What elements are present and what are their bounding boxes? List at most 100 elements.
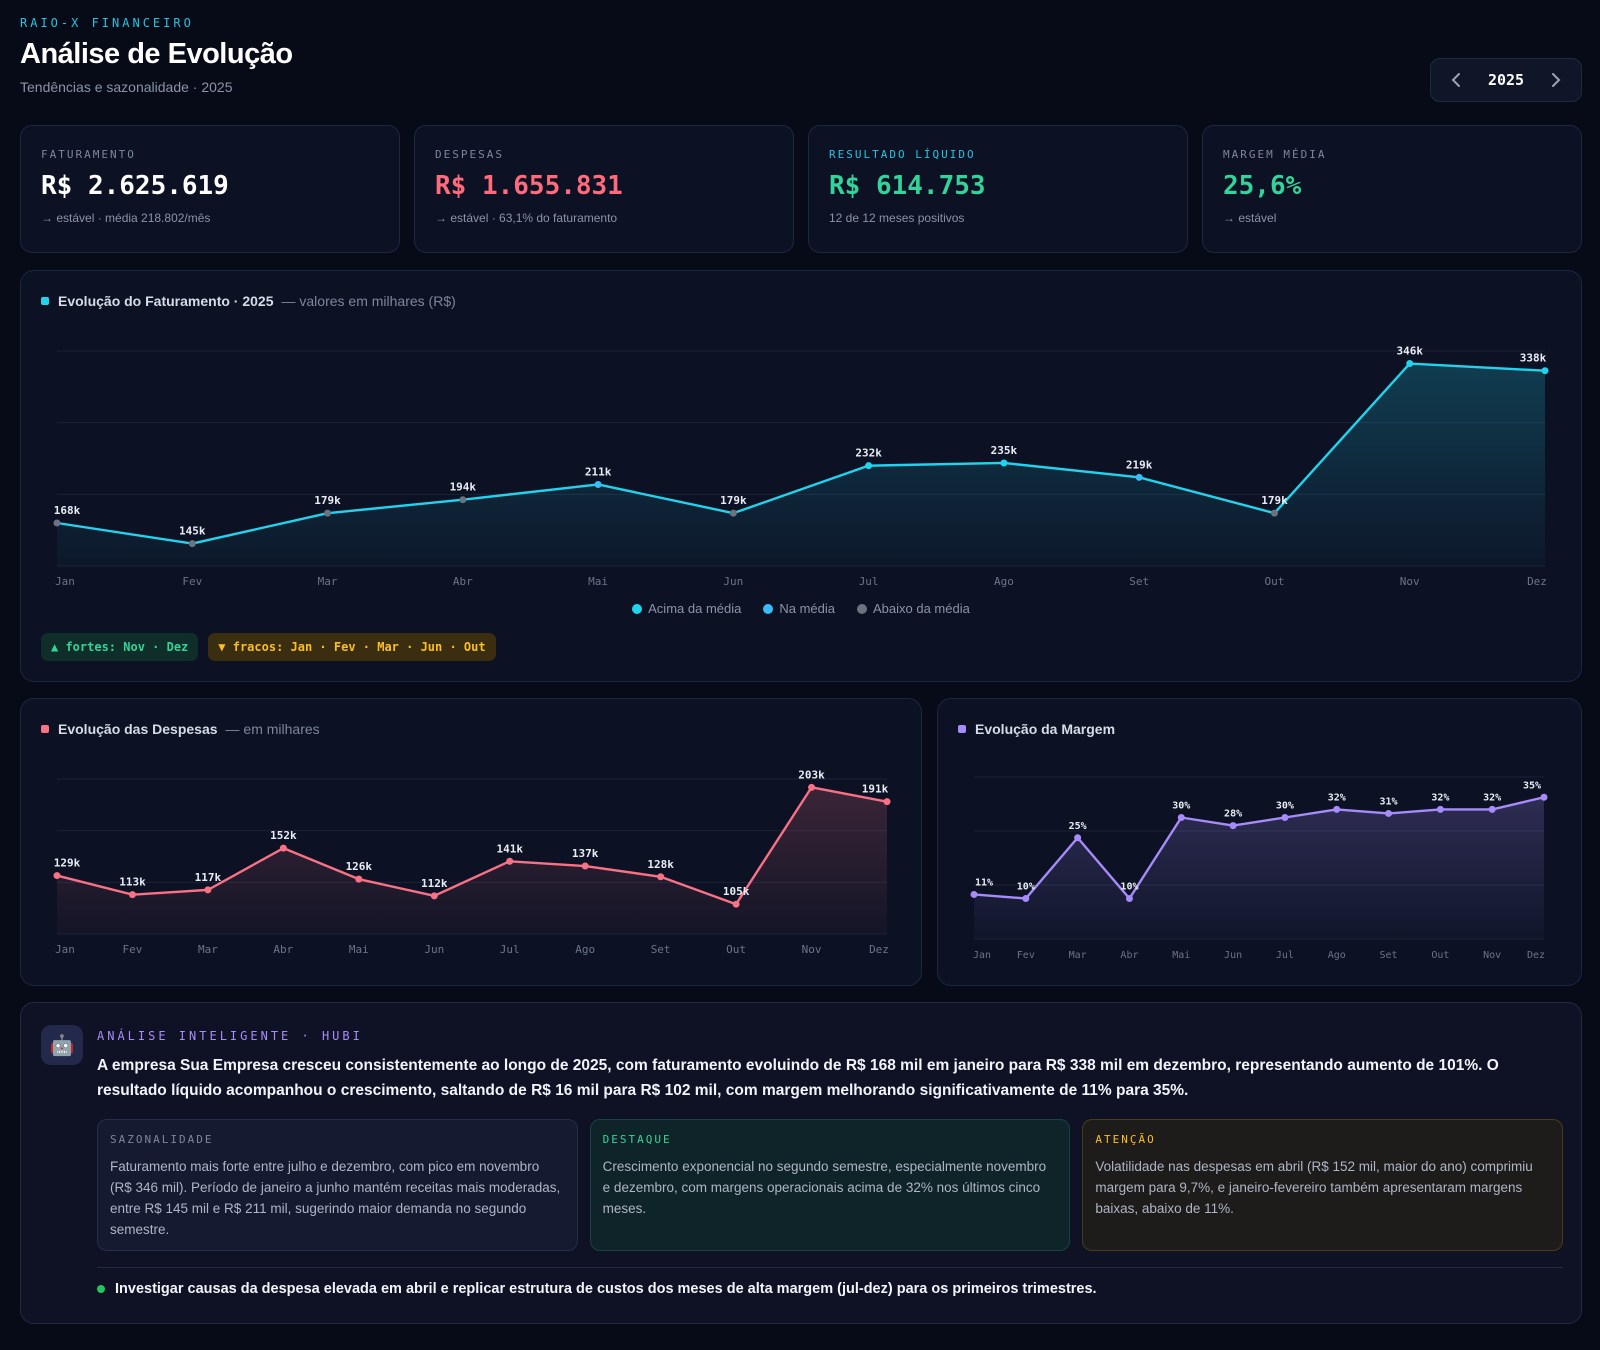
data-point[interactable] <box>1074 834 1082 842</box>
data-point[interactable] <box>883 798 891 806</box>
x-tick-label: Set <box>1380 950 1398 961</box>
revenue-panel-title: Evolução do Faturamento · 2025 — valores… <box>41 293 456 309</box>
expenses-chart: 129k Jan 113k Fev 117k Mar 152k Abr 126k Mai 112k J… <box>53 768 891 956</box>
kpi-row: FATURAMENTO R$ 2.625.619 → estável · méd… <box>20 125 1582 253</box>
data-point[interactable] <box>732 900 740 908</box>
data-label: 338k <box>1520 352 1547 365</box>
x-tick-label: Jan <box>55 575 75 588</box>
data-point[interactable] <box>808 783 816 791</box>
page-eyebrow: RAIO-X FINANCEIRO <box>20 16 194 30</box>
revenue-panel: Evolução do Faturamento · 2025 — valores… <box>20 270 1582 682</box>
page-title: Análise de Evolução <box>20 38 293 70</box>
data-point[interactable] <box>128 891 136 899</box>
margin-panel-title: Evolução da Margem <box>958 721 1115 737</box>
kpi-margin-card: MARGEM MÉDIA 25,6% → estável <box>1202 125 1582 253</box>
weak-months-chip: ▼ fracos: Jan · Fev · Mar · Jun · Out <box>208 633 496 661</box>
data-point[interactable] <box>188 540 196 548</box>
data-label: 211k <box>585 465 612 478</box>
data-label: 112k <box>421 877 448 890</box>
chevron-right-icon[interactable] <box>1545 69 1567 91</box>
panel-title-text: Evolução do Faturamento · 2025 <box>58 293 274 309</box>
data-label: 117k <box>195 871 222 884</box>
insight-eyebrow: ANÁLISE INTELIGENTE · HUBI <box>97 1029 363 1043</box>
action-item: Investigar causas da despesa elevada em … <box>97 1281 1097 1297</box>
divider <box>97 1267 1563 1268</box>
data-point[interactable] <box>459 496 467 504</box>
data-point[interactable] <box>657 873 665 881</box>
data-label: 191k <box>862 783 889 796</box>
legend-label: Na média <box>779 601 835 616</box>
data-point[interactable] <box>53 872 61 880</box>
data-point[interactable] <box>1125 895 1133 902</box>
data-point[interactable] <box>581 862 589 870</box>
data-point[interactable] <box>1281 814 1289 821</box>
insight-boxes: SAZONALIDADE Faturamento mais forte entr… <box>97 1119 1564 1251</box>
robot-icon: 🤖 <box>41 1025 83 1065</box>
data-point[interactable] <box>865 462 873 470</box>
data-point[interactable] <box>1406 360 1414 368</box>
x-tick-label: Abr <box>1120 950 1138 961</box>
legend-item: Na média <box>763 601 835 616</box>
data-point[interactable] <box>1000 459 1008 467</box>
data-point[interactable] <box>324 509 332 517</box>
revenue-legend: Acima da média Na média Abaixo da média <box>21 601 1581 616</box>
data-label: 30% <box>1276 801 1294 812</box>
data-point[interactable] <box>1541 367 1549 375</box>
box-text: Volatilidade nas despesas em abril (R$ 1… <box>1095 1159 1533 1216</box>
box-label: SAZONALIDADE <box>110 1133 214 1146</box>
x-tick-label: Set <box>651 943 671 956</box>
data-point[interactable] <box>1436 805 1444 813</box>
kpi-net-result-card: RESULTADO LÍQUIDO R$ 614.753 12 de 12 me… <box>808 125 1188 253</box>
x-tick-label: Nov <box>802 943 822 956</box>
box-text: Crescimento exponencial no segundo semes… <box>602 1159 1047 1216</box>
x-tick-label: Ago <box>994 575 1014 588</box>
legend-item: Abaixo da média <box>857 601 970 616</box>
x-tick-label: Nov <box>1483 950 1501 961</box>
kpi-sub: → estável · média 218.802/mês <box>41 211 211 225</box>
data-point[interactable] <box>1333 805 1341 813</box>
data-point[interactable] <box>53 519 61 527</box>
data-label: 35% <box>1523 780 1541 791</box>
data-label: 126k <box>346 860 373 873</box>
x-tick-label: Abr <box>453 575 473 588</box>
revenue-chart: 168k Jan 145k Fev 179k Mar 194k Abr 211k Mai 179k J… <box>53 345 1549 588</box>
data-point[interactable] <box>204 886 212 894</box>
data-point[interactable] <box>1135 473 1143 481</box>
series-line <box>973 796 1545 900</box>
x-tick-label: Dez <box>1527 950 1545 961</box>
data-point[interactable] <box>970 890 978 898</box>
data-point[interactable] <box>729 509 737 517</box>
data-point[interactable] <box>1229 822 1237 830</box>
data-point[interactable] <box>1385 809 1393 817</box>
panel-title-text: Evolução das Despesas <box>58 721 218 737</box>
data-point[interactable] <box>279 844 287 852</box>
data-point[interactable] <box>355 875 363 883</box>
attention-box: ATENÇÃO Volatilidade nas despesas em abr… <box>1082 1119 1564 1251</box>
data-label: 137k <box>572 847 599 860</box>
chevron-left-icon[interactable] <box>1445 69 1467 91</box>
data-point[interactable] <box>1270 509 1278 517</box>
kpi-sub: → estável <box>1223 211 1277 225</box>
data-label: 31% <box>1380 796 1398 807</box>
x-tick-label: Jan <box>973 950 991 961</box>
kpi-label: RESULTADO LÍQUIDO <box>829 148 976 161</box>
x-tick-label: Mai <box>1172 950 1190 961</box>
kpi-value: R$ 614.753 <box>829 171 986 201</box>
data-point[interactable] <box>506 857 514 865</box>
data-point[interactable] <box>1022 895 1030 902</box>
data-label: 129k <box>54 857 81 870</box>
x-tick-label: Jul <box>859 575 879 588</box>
data-point[interactable] <box>1488 805 1496 813</box>
data-label: 152k <box>270 829 297 842</box>
data-point[interactable] <box>1177 814 1185 821</box>
x-tick-label: Fev <box>182 575 202 588</box>
data-point[interactable] <box>430 892 438 900</box>
square-icon <box>41 297 49 305</box>
data-point[interactable] <box>1540 793 1548 801</box>
series-area <box>57 787 887 934</box>
x-tick-label: Out <box>726 943 746 956</box>
data-label: 32% <box>1431 792 1449 803</box>
data-label: 219k <box>1126 458 1153 471</box>
data-label: 203k <box>798 768 825 781</box>
data-point[interactable] <box>594 480 602 488</box>
